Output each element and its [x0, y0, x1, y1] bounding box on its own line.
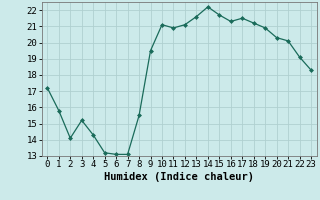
- X-axis label: Humidex (Indice chaleur): Humidex (Indice chaleur): [104, 172, 254, 182]
